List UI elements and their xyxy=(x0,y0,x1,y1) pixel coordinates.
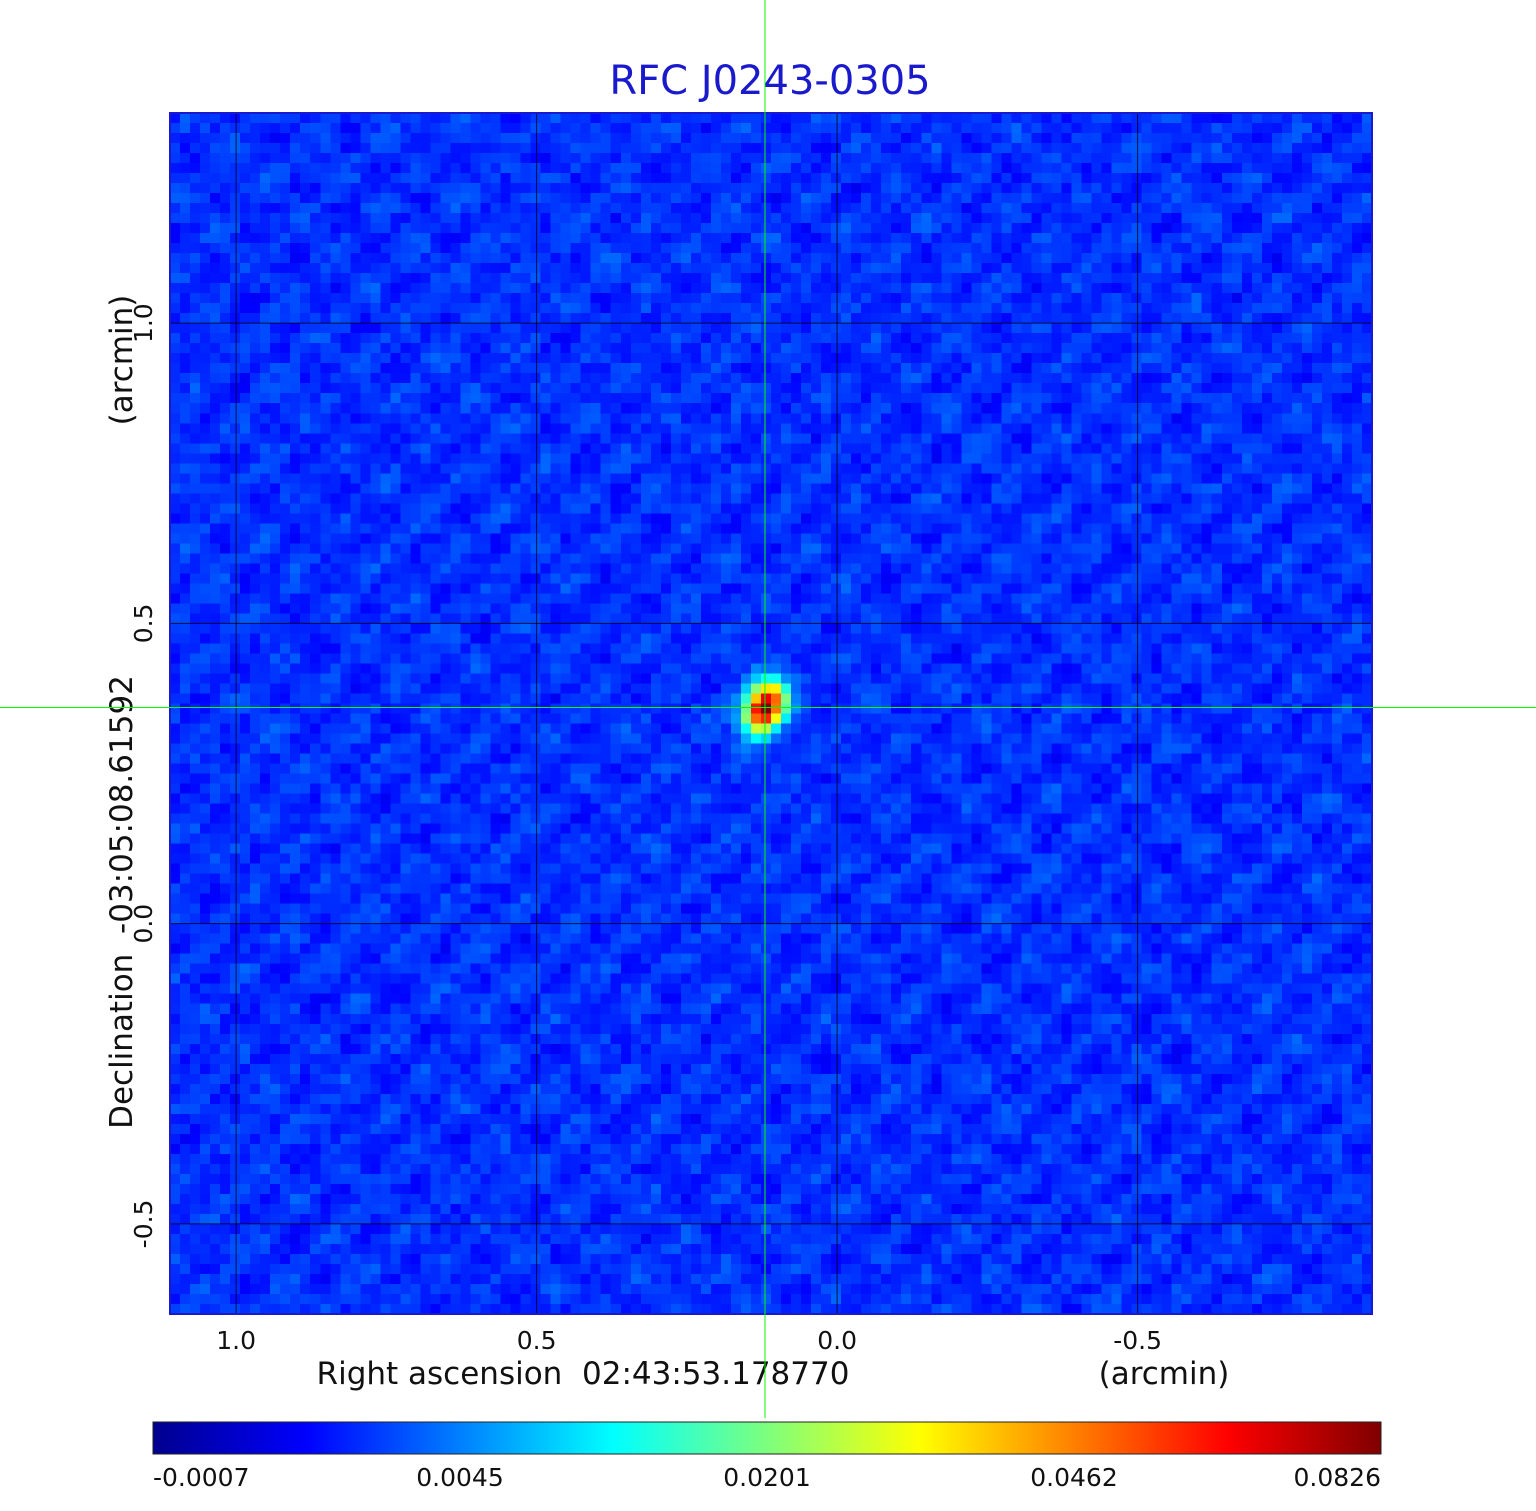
colorbar-tick-label: 0.0462 xyxy=(1030,1463,1117,1492)
colorbar-tick-label: 0.0045 xyxy=(416,1463,503,1492)
x-tick-label: 0.5 xyxy=(517,1326,557,1355)
y-tick-label: 1.0 xyxy=(129,303,158,343)
x-tick-label: 0.0 xyxy=(817,1326,857,1355)
y-tick-label: 0.0 xyxy=(129,904,158,944)
y-tick-labels: 1.0 0.5 0.0 -0.5 xyxy=(129,303,158,1248)
x-axis-unit: (arcmin) xyxy=(1099,1356,1230,1392)
y-tick-label: 0.5 xyxy=(129,604,158,644)
chart-title: RFC J0243-0305 xyxy=(609,58,930,104)
intensity-image xyxy=(170,113,1372,1314)
colorbar-tick-labels: -0.0007 0.0045 0.0201 0.0462 0.0826 xyxy=(153,1463,1381,1492)
source-crosshair xyxy=(0,0,1536,1418)
colorbar-tick-label: -0.0007 xyxy=(153,1463,250,1492)
x-tick-labels: 1.0 0.5 0.0 -0.5 xyxy=(216,1326,1162,1355)
colorbar-tick-label: 0.0826 xyxy=(1294,1463,1381,1492)
y-tick-label: -0.5 xyxy=(129,1200,158,1249)
colorbar-tick-label: 0.0201 xyxy=(723,1463,810,1492)
colorbar xyxy=(152,1421,1382,1455)
x-axis-label: Right ascension 02:43:53.178770 xyxy=(317,1356,850,1392)
coordinate-grid xyxy=(170,113,1372,1314)
x-tick-label: 1.0 xyxy=(216,1326,256,1355)
y-axis-label: Declination -03:05:08.61592 xyxy=(104,675,140,1129)
x-tick-label: -0.5 xyxy=(1113,1326,1162,1355)
y-axis-unit: (arcmin) xyxy=(104,295,140,426)
plot-frame xyxy=(169,112,1373,1315)
